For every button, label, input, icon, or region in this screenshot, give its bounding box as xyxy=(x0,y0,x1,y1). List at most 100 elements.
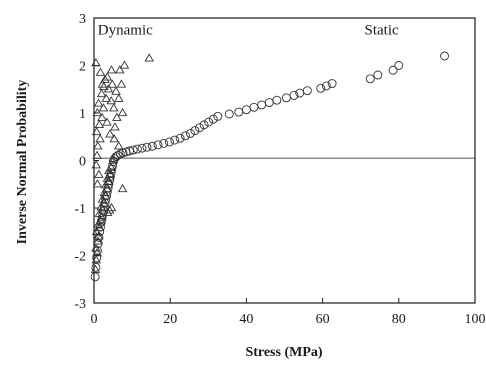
circle-point xyxy=(170,135,180,145)
triangle-point xyxy=(119,60,130,69)
circle-point xyxy=(190,126,200,136)
triangle-point xyxy=(110,122,120,131)
x-tick-label: 80 xyxy=(392,312,406,327)
triangle-point xyxy=(106,65,117,74)
circle-point xyxy=(195,123,204,133)
triangle-point xyxy=(102,72,113,81)
circle-point xyxy=(257,100,267,110)
circle-point xyxy=(113,150,123,160)
circle-point xyxy=(213,111,223,121)
triangle-point xyxy=(109,134,119,143)
series-dynamic xyxy=(90,53,155,273)
triangle-point xyxy=(91,58,101,67)
triangle-point xyxy=(144,53,155,62)
circle-point xyxy=(388,65,398,75)
triangle-point xyxy=(93,141,103,150)
circle-point xyxy=(272,95,282,105)
triangle-point xyxy=(113,93,124,102)
circle-point xyxy=(110,154,120,164)
circle-point xyxy=(321,81,331,91)
y-tick-label: -1 xyxy=(74,202,86,217)
triangle-point xyxy=(113,141,124,150)
circle-point xyxy=(281,93,291,103)
triangle-point xyxy=(100,74,110,83)
triangle-point xyxy=(115,65,125,74)
y-tick-label: 1 xyxy=(79,107,86,122)
circle-point xyxy=(94,232,104,242)
circle-point xyxy=(302,86,312,96)
y-tick-label: 3 xyxy=(79,12,86,27)
series-static xyxy=(90,51,449,282)
circle-point xyxy=(175,133,185,143)
triangle-point xyxy=(94,119,105,129)
circle-point xyxy=(289,90,299,100)
triangle-point xyxy=(95,134,105,143)
circle-point xyxy=(316,83,326,93)
y-tick-label: 0 xyxy=(79,155,86,170)
circle-point xyxy=(234,107,244,117)
y-tick-label: -2 xyxy=(74,250,86,265)
triangle-point xyxy=(96,88,107,98)
triangle-point xyxy=(112,112,122,121)
circle-point xyxy=(241,105,251,115)
circle-point xyxy=(90,272,100,282)
circle-point xyxy=(264,98,274,108)
circle-point xyxy=(128,145,138,155)
triangle-point xyxy=(109,103,119,112)
triangle-point xyxy=(93,98,104,107)
x-tick-label: 40 xyxy=(239,312,253,327)
y-tick-label: -3 xyxy=(74,297,86,312)
circle-point xyxy=(132,144,142,154)
triangle-point xyxy=(97,79,108,88)
circle-point xyxy=(199,120,209,130)
triangle-point xyxy=(106,202,117,212)
triangle-point xyxy=(97,112,107,121)
triangle-point xyxy=(117,107,128,117)
triangle-point xyxy=(103,84,114,93)
circle-point xyxy=(147,141,157,151)
circle-point xyxy=(95,227,105,237)
triangle-point xyxy=(92,248,102,257)
circle-point xyxy=(185,128,195,138)
circle-point xyxy=(91,262,101,272)
annotations: Dynamic Static xyxy=(98,23,399,39)
triangle-point xyxy=(94,169,104,178)
circle-point xyxy=(92,246,102,256)
axis-ticks: 0 20 40 60 80 100 3 2 1 0 -1 -2 -3 xyxy=(74,12,485,327)
triangle-point xyxy=(102,117,112,126)
triangle-point xyxy=(95,67,106,76)
triangle-point xyxy=(117,183,128,193)
triangle-point xyxy=(91,126,102,136)
circle-point xyxy=(327,79,337,89)
x-tick-label: 20 xyxy=(163,312,177,327)
circle-point xyxy=(208,114,218,124)
circle-point xyxy=(96,222,105,232)
triangle-point xyxy=(106,96,116,105)
circle-point xyxy=(93,239,103,249)
triangle-point xyxy=(105,129,115,138)
triangle-point xyxy=(92,150,102,159)
triangle-point xyxy=(98,103,109,112)
y-tick-label: 2 xyxy=(79,60,86,75)
x-tick-label: 60 xyxy=(316,312,330,327)
circle-point xyxy=(373,70,383,80)
circle-point xyxy=(365,74,375,84)
x-axis-label: Stress (MPa) xyxy=(245,345,322,360)
triangle-point xyxy=(91,160,102,169)
x-tick-label: 100 xyxy=(465,312,486,327)
circle-point xyxy=(159,138,169,148)
circle-point xyxy=(204,117,214,127)
circle-point xyxy=(440,51,449,61)
annotation-dynamic: Dynamic xyxy=(98,23,153,39)
triangle-point xyxy=(107,79,118,88)
annotation-static: Static xyxy=(365,23,400,39)
circle-point xyxy=(180,131,190,141)
circle-point xyxy=(153,140,163,150)
triangle-point xyxy=(101,93,111,102)
data-points xyxy=(90,51,449,282)
circle-point xyxy=(108,160,118,170)
y-axis-label: Inverse Normal Probability xyxy=(15,80,30,245)
circle-point xyxy=(92,253,102,263)
triangle-point xyxy=(116,79,127,88)
